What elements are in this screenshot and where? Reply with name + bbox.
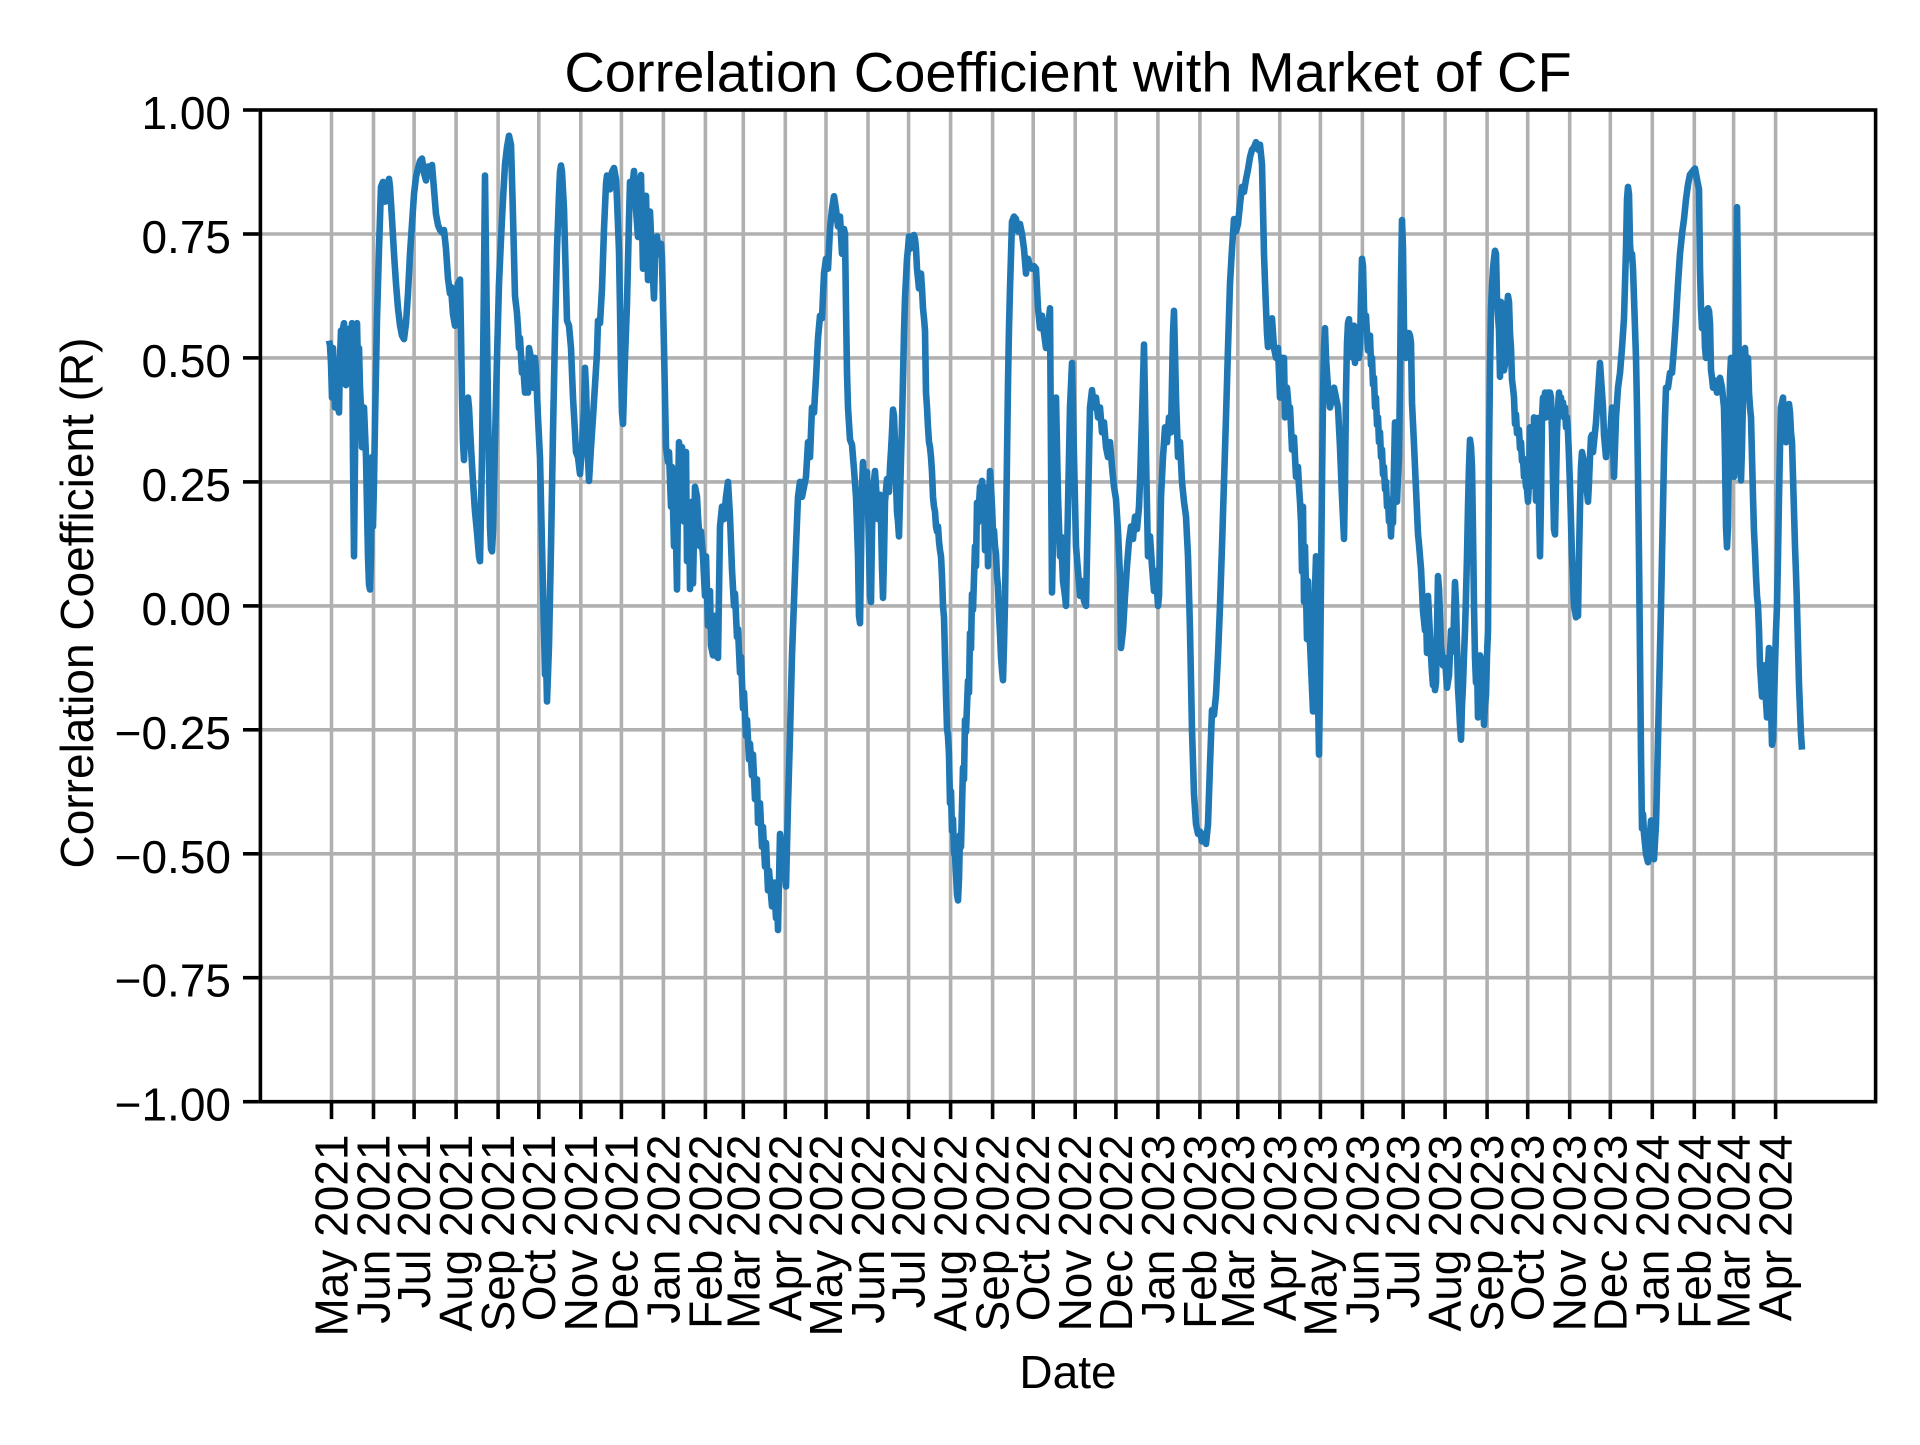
svg-text:Dec 2022: Dec 2022 [1090, 1135, 1142, 1332]
svg-text:Feb 2024: Feb 2024 [1668, 1135, 1720, 1329]
svg-text:Jul 2021: Jul 2021 [388, 1135, 440, 1309]
svg-text:May 2022: May 2022 [800, 1135, 852, 1337]
svg-text:Apr 2022: Apr 2022 [759, 1135, 811, 1322]
svg-text:Sep 2023: Sep 2023 [1461, 1135, 1513, 1332]
svg-text:Jul 2023: Jul 2023 [1377, 1135, 1429, 1309]
svg-text:Oct 2022: Oct 2022 [1007, 1135, 1059, 1322]
svg-text:Aug 2021: Aug 2021 [430, 1135, 482, 1332]
svg-text:Nov 2023: Nov 2023 [1544, 1135, 1596, 1332]
svg-text:Oct 2023: Oct 2023 [1502, 1135, 1554, 1322]
svg-text:Correlation Coefficient (R): Correlation Coefficient (R) [51, 338, 103, 869]
svg-text:−0.75: −0.75 [115, 955, 231, 1007]
svg-text:−1.00: −1.00 [115, 1079, 231, 1131]
svg-text:Dec 2021: Dec 2021 [595, 1135, 647, 1332]
svg-text:Feb 2022: Feb 2022 [679, 1135, 731, 1329]
svg-text:Feb 2023: Feb 2023 [1174, 1135, 1226, 1329]
svg-text:Mar 2023: Mar 2023 [1212, 1135, 1264, 1329]
svg-text:Jun 2021: Jun 2021 [348, 1135, 400, 1324]
svg-text:0.00: 0.00 [141, 583, 231, 635]
svg-text:Apr 2023: Apr 2023 [1254, 1135, 1306, 1322]
svg-text:Correlation Coefficient with M: Correlation Coefficient with Market of C… [564, 41, 1571, 104]
svg-text:Jan 2024: Jan 2024 [1626, 1135, 1678, 1324]
svg-text:1.00: 1.00 [141, 87, 231, 139]
svg-text:Apr 2024: Apr 2024 [1750, 1135, 1802, 1322]
svg-text:Jun 2023: Jun 2023 [1336, 1135, 1388, 1324]
svg-text:−0.25: −0.25 [115, 707, 231, 759]
svg-text:Nov 2022: Nov 2022 [1049, 1135, 1101, 1332]
svg-text:0.25: 0.25 [141, 459, 231, 511]
svg-text:May 2023: May 2023 [1294, 1135, 1346, 1337]
svg-text:Sep 2021: Sep 2021 [472, 1135, 524, 1332]
svg-text:Aug 2023: Aug 2023 [1419, 1135, 1471, 1332]
svg-text:0.50: 0.50 [141, 335, 231, 387]
svg-text:Jan 2023: Jan 2023 [1132, 1135, 1184, 1324]
svg-text:Mar 2022: Mar 2022 [717, 1135, 769, 1329]
svg-text:Dec 2023: Dec 2023 [1584, 1135, 1636, 1332]
svg-text:Sep 2022: Sep 2022 [967, 1135, 1019, 1332]
svg-text:Jul 2022: Jul 2022 [883, 1135, 935, 1309]
svg-text:Oct 2021: Oct 2021 [513, 1135, 565, 1322]
svg-text:0.75: 0.75 [141, 211, 231, 263]
svg-text:Aug 2022: Aug 2022 [925, 1135, 977, 1332]
svg-text:−0.50: −0.50 [115, 831, 231, 883]
svg-text:May 2021: May 2021 [306, 1135, 358, 1337]
svg-text:Date: Date [1019, 1346, 1116, 1398]
svg-text:Jun 2022: Jun 2022 [842, 1135, 894, 1324]
svg-text:Nov 2021: Nov 2021 [555, 1135, 607, 1332]
svg-text:Mar 2024: Mar 2024 [1708, 1135, 1760, 1329]
svg-text:Jan 2022: Jan 2022 [637, 1135, 689, 1324]
